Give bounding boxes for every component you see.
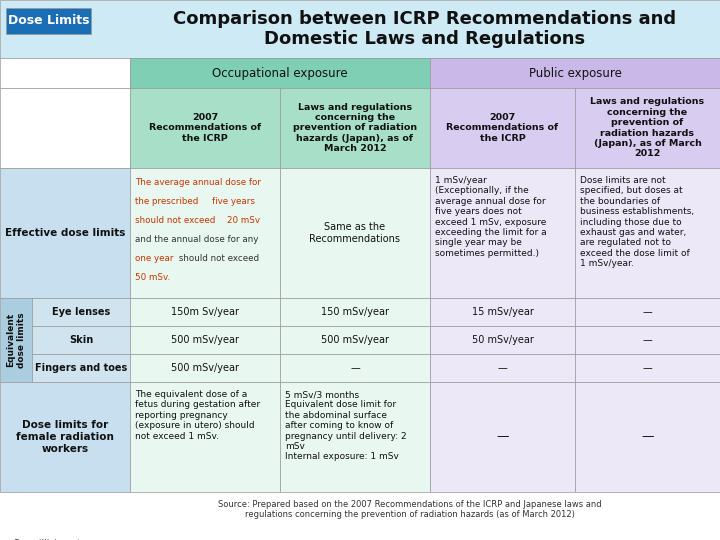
Text: should not exceed: should not exceed: [135, 216, 218, 225]
Bar: [6, 8, 91, 34]
Text: —: —: [350, 363, 360, 373]
Text: 2007
Recommendations of
the ICRP: 2007 Recommendations of the ICRP: [149, 113, 261, 143]
Bar: [280, 382, 430, 492]
Bar: [575, 354, 720, 382]
Bar: [280, 326, 430, 354]
Text: 5 mSv/3 months
Equivalent dose limit for
the abdominal surface
after coming to k: 5 mSv/3 months Equivalent dose limit for…: [285, 390, 407, 461]
Text: Dose limits for
female radiation
workers: Dose limits for female radiation workers: [16, 421, 114, 454]
Text: five years: five years: [212, 197, 254, 206]
Text: Laws and regulations
concerning the
prevention of
radiation hazards
(Japan), as : Laws and regulations concerning the prev…: [590, 98, 705, 159]
Text: Fingers and toes: Fingers and toes: [35, 363, 127, 373]
Bar: [0, 382, 130, 492]
Text: 50 mSv/year: 50 mSv/year: [472, 335, 534, 345]
Text: Effective dose limits: Effective dose limits: [5, 228, 125, 238]
Bar: [130, 298, 280, 326]
Bar: [0, 298, 32, 382]
Bar: [430, 298, 575, 326]
Text: The average annual dose for: The average annual dose for: [135, 178, 261, 187]
Text: 500 mSv/year: 500 mSv/year: [171, 335, 239, 345]
Bar: [575, 298, 720, 326]
Bar: [32, 354, 130, 382]
Text: 20 mSv: 20 mSv: [227, 216, 260, 225]
Text: —: —: [643, 363, 652, 373]
Bar: [430, 58, 720, 88]
Text: —: —: [643, 335, 652, 345]
Bar: [32, 298, 130, 326]
Text: Occupational exposure: Occupational exposure: [212, 66, 348, 79]
Text: Comparison between ICRP Recommendations and
Domestic Laws and Regulations: Comparison between ICRP Recommendations …: [174, 10, 677, 49]
Text: —: —: [496, 430, 509, 443]
Text: should not exceed: should not exceed: [176, 254, 259, 263]
Text: Source: Prepared based on the 2007 Recommendations of the ICRP and Japanese laws: Source: Prepared based on the 2007 Recom…: [218, 500, 602, 519]
Bar: [430, 382, 575, 492]
Text: 150m Sv/year: 150m Sv/year: [171, 307, 239, 317]
Bar: [130, 382, 280, 492]
Bar: [130, 88, 280, 168]
Text: 15 mSv/year: 15 mSv/year: [472, 307, 534, 317]
Bar: [430, 88, 575, 168]
Text: 500 mSv/year: 500 mSv/year: [171, 363, 239, 373]
Bar: [130, 168, 280, 298]
Text: —: —: [643, 307, 652, 317]
Bar: [130, 354, 280, 382]
Text: and the annual dose for any: and the annual dose for any: [135, 235, 258, 244]
Bar: [280, 298, 430, 326]
Bar: [575, 168, 720, 298]
Text: Dose limits are not
specified, but doses at
the boundaries of
business establish: Dose limits are not specified, but doses…: [580, 176, 694, 268]
Bar: [575, 88, 720, 168]
Text: Laws and regulations
concerning the
prevention of radiation
hazards (Japan), as : Laws and regulations concerning the prev…: [293, 103, 417, 153]
Bar: [130, 58, 430, 88]
Bar: [575, 382, 720, 492]
Text: one year: one year: [135, 254, 174, 263]
Bar: [0, 58, 130, 88]
Text: 150 mSv/year: 150 mSv/year: [321, 307, 389, 317]
Text: —: —: [498, 363, 508, 373]
Text: Skin: Skin: [69, 335, 93, 345]
Text: 2007
Recommendations of
the ICRP: 2007 Recommendations of the ICRP: [446, 113, 559, 143]
Text: Public exposure: Public exposure: [528, 66, 621, 79]
Text: 1 mSv/year
(Exceptionally, if the
average annual dose for
five years does not
ex: 1 mSv/year (Exceptionally, if the averag…: [435, 176, 546, 258]
Text: the prescribed: the prescribed: [135, 197, 201, 206]
Bar: [32, 326, 130, 354]
Bar: [280, 168, 430, 298]
Bar: [0, 168, 130, 298]
Text: Same as the
Recommendations: Same as the Recommendations: [310, 222, 400, 244]
Bar: [0, 0, 720, 58]
Text: mSv: millisieverts: mSv: millisieverts: [5, 539, 85, 540]
Bar: [280, 354, 430, 382]
Text: Eye lenses: Eye lenses: [52, 307, 110, 317]
Text: The equivalent dose of a
fetus during gestation after
reporting pregnancy
(expos: The equivalent dose of a fetus during ge…: [135, 390, 260, 441]
Text: Equivalent
dose limits: Equivalent dose limits: [6, 312, 26, 368]
Bar: [280, 88, 430, 168]
Bar: [130, 326, 280, 354]
Bar: [430, 326, 575, 354]
Text: Dose Limits: Dose Limits: [8, 15, 89, 28]
Text: 500 mSv/year: 500 mSv/year: [321, 335, 389, 345]
Bar: [430, 354, 575, 382]
Text: —: —: [642, 430, 654, 443]
Bar: [430, 168, 575, 298]
Bar: [0, 88, 130, 168]
Bar: [575, 326, 720, 354]
Text: 50 mSv.: 50 mSv.: [135, 273, 170, 282]
